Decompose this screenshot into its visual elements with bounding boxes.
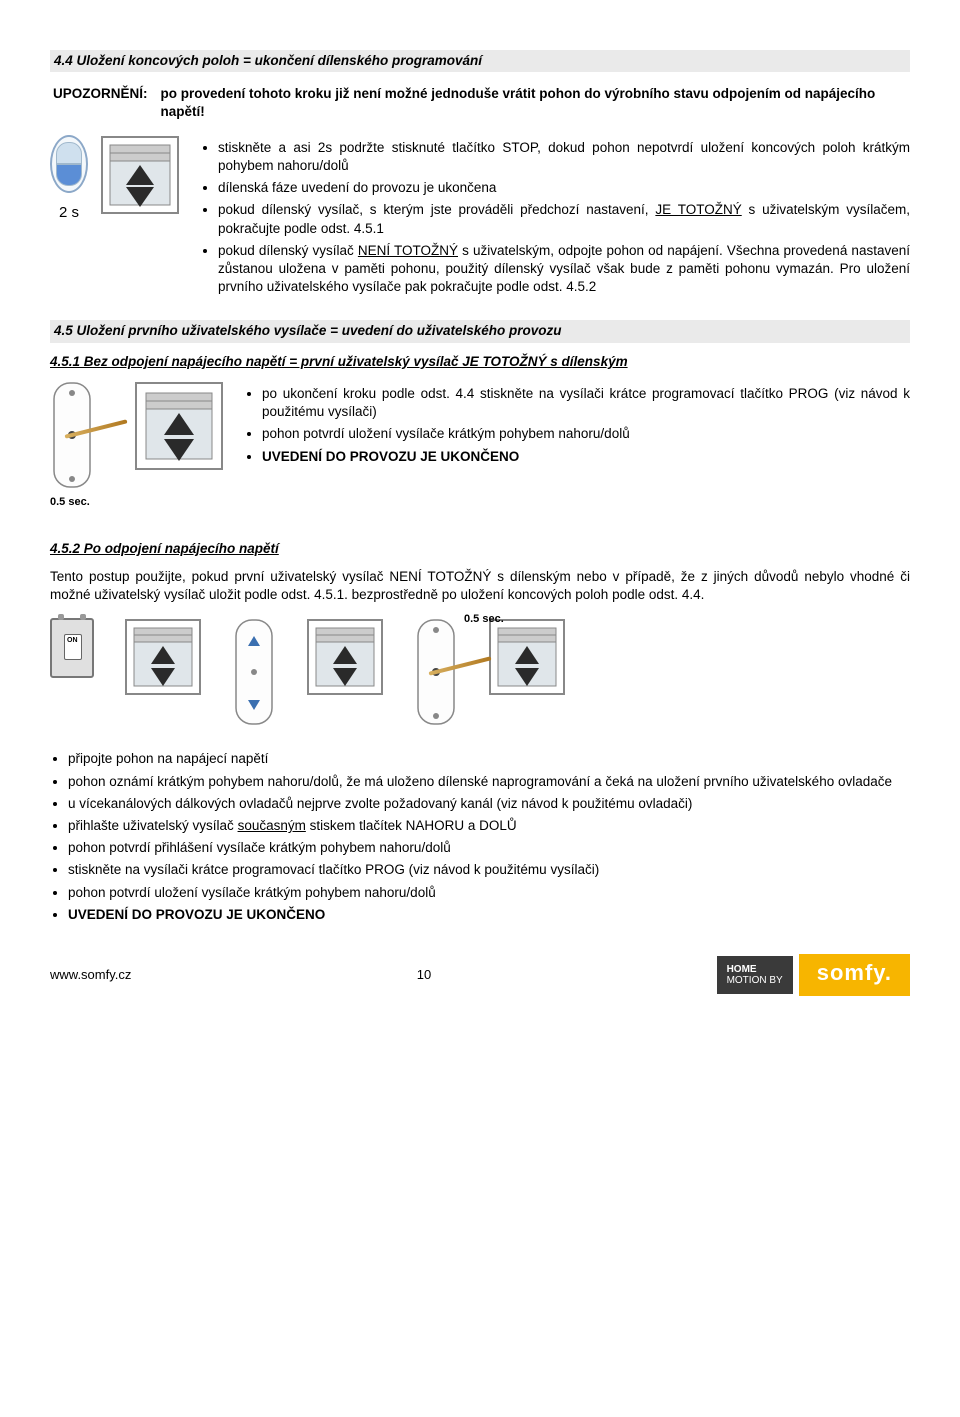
window-shutter-icon xyxy=(100,135,180,215)
window-shutter-icon xyxy=(488,618,566,696)
list-item: pokud dílenský vysílač NENÍ TOTOŽNÝ s už… xyxy=(218,242,910,297)
warning-label: UPOZORNĚNÍ: xyxy=(52,84,158,122)
page-footer: www.somfy.cz 10 HOME MOTION BY somfy. xyxy=(50,954,910,996)
list-item: pokud dílenský vysílač, s kterým jste pr… xyxy=(218,201,910,237)
section-44-list: stiskněte a asi 2s podržte stisknuté tla… xyxy=(200,139,910,297)
somfy-logo: HOME MOTION BY somfy. xyxy=(717,954,910,996)
list-item: stiskněte na vysílači krátce programovac… xyxy=(68,861,910,879)
list-item: připojte pohon na napájecí napětí xyxy=(68,750,910,768)
section-451-body: 0.5 sec. po ukončení kroku podle odst. 4… xyxy=(50,381,910,510)
section-452-diagrams: ON 0.5 sec. xyxy=(50,618,910,728)
footer-url: www.somfy.cz xyxy=(50,966,131,984)
list-item: po ukončení kroku podle odst. 4.4 stiskn… xyxy=(262,385,910,421)
half-sec-label: 0.5 sec. xyxy=(50,495,94,510)
list-item: stiskněte a asi 2s podržte stisknuté tla… xyxy=(218,139,910,175)
remote-updown-icon xyxy=(232,618,276,728)
remote-prog-icon: 0.5 sec. xyxy=(50,381,94,510)
list-item: pohon potvrdí přihlášení vysílače krátký… xyxy=(68,839,910,857)
list-item: pohon potvrdí uložení vysílače krátkým p… xyxy=(262,425,910,443)
section-44-title: 4.4 Uložení koncových poloh = ukončení d… xyxy=(50,50,910,72)
list-item: UVEDENÍ DO PROVOZU JE UKONČENO xyxy=(262,448,910,466)
list-item: dílenská fáze uvedení do provozu je ukon… xyxy=(218,179,910,197)
section-452-title: 4.5.2 Po odpojení napájecího napětí xyxy=(50,540,910,558)
remote-prog-icon: 0.5 sec. xyxy=(414,618,458,728)
list-item: UVEDENÍ DO PROVOZU JE UKONČENO xyxy=(68,906,910,924)
list-item: pohon potvrdí uložení vysílače krátkým p… xyxy=(68,884,910,902)
stop-button-icon: 2 s xyxy=(50,135,88,223)
footer-page-number: 10 xyxy=(417,966,431,984)
window-shutter-icon xyxy=(124,618,202,696)
list-item: přihlašte uživatelský vysílač současným … xyxy=(68,817,910,835)
section-44-body: 2 s stiskněte a asi 2s podržte stisknuté… xyxy=(50,135,910,301)
section-452-intro: Tento postup použijte, pokud první uživa… xyxy=(50,568,910,604)
window-shutter-icon xyxy=(134,381,224,471)
section-452-list: připojte pohon na napájecí napětí pohon … xyxy=(50,750,910,924)
section-45-title: 4.5 Uložení prvního uživatelského vysíla… xyxy=(50,320,910,342)
circuit-breaker-icon: ON xyxy=(50,618,94,678)
warning-text: po provedení tohoto kroku již není možné… xyxy=(160,84,909,122)
section-451-title: 4.5.1 Bez odpojení napájecího napětí = p… xyxy=(50,353,910,371)
window-shutter-icon xyxy=(306,618,384,696)
two-second-label: 2 s xyxy=(50,203,88,223)
warning-row: UPOZORNĚNÍ: po provedení tohoto kroku ji… xyxy=(50,82,910,124)
section-451-list: po ukončení kroku podle odst. 4.4 stiskn… xyxy=(244,385,910,466)
half-sec-label: 0.5 sec. xyxy=(464,612,504,627)
list-item: u vícekanálových dálkových ovladačů nejp… xyxy=(68,795,910,813)
list-item: pohon oznámí krátkým pohybem nahoru/dolů… xyxy=(68,773,910,791)
